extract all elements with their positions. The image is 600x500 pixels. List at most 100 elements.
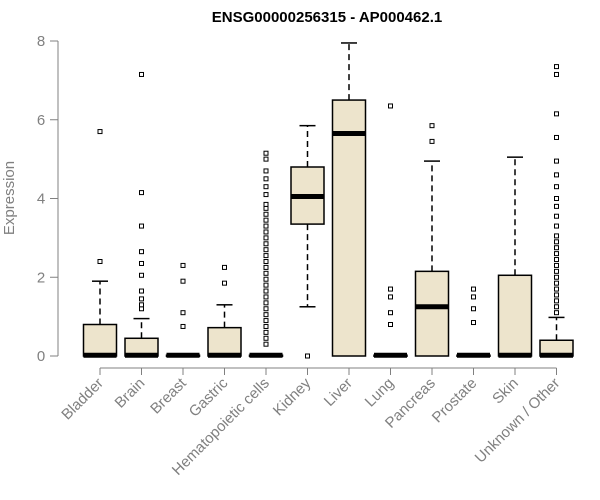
y-tick-label: 2	[37, 269, 45, 286]
outlier-point	[305, 353, 310, 359]
outlier-point	[554, 223, 559, 229]
y-tick-label: 8	[37, 33, 45, 50]
outlier-point	[554, 251, 559, 257]
outlier-point	[263, 306, 269, 312]
outlier-point	[554, 196, 559, 201]
y-axis-label: Expression	[1, 161, 18, 235]
box-breast	[165, 262, 201, 358]
outlier-point	[554, 158, 559, 164]
outlier-point	[263, 211, 269, 217]
outlier-point	[554, 213, 559, 219]
outlier-point	[263, 176, 269, 182]
outlier-point	[263, 294, 269, 300]
outlier-point	[554, 233, 559, 239]
outlier-point	[263, 241, 269, 247]
outlier-point	[263, 276, 269, 282]
outlier-point	[263, 184, 269, 190]
outlier-point	[388, 322, 393, 327]
outlier-point	[554, 274, 559, 280]
outlier-point	[554, 257, 559, 263]
outlier-point	[263, 300, 269, 306]
outlier-point	[222, 280, 227, 286]
outlier-point	[180, 278, 186, 284]
outlier-point	[554, 172, 559, 178]
outlier-point	[554, 298, 559, 304]
x-tick-label: Lung	[362, 375, 398, 411]
outlier-point	[263, 329, 269, 335]
box-lung	[373, 103, 408, 358]
outlier-point	[263, 192, 269, 198]
outlier-point	[554, 203, 559, 209]
outlier-point	[429, 138, 435, 144]
outlier-point	[263, 264, 269, 270]
outlier-point	[554, 64, 559, 70]
outlier-point	[554, 71, 559, 77]
outlier-point	[554, 280, 559, 286]
outlier-point	[263, 318, 269, 324]
iqr-box	[82, 323, 118, 357]
outlier-point	[263, 247, 269, 253]
outlier-point	[180, 310, 186, 316]
outlier-point	[263, 201, 269, 207]
outlier-point	[263, 156, 269, 162]
y-tick-label: 0	[37, 348, 45, 365]
box-skin	[497, 156, 533, 358]
x-tick-label: Breast	[147, 374, 190, 417]
outlier-point	[263, 335, 269, 341]
iqr-box	[414, 270, 450, 357]
outlier-point	[554, 184, 559, 190]
outlier-point	[263, 312, 269, 318]
outlier-point	[554, 111, 559, 117]
y-tick-label: 4	[37, 191, 45, 208]
outlier-point	[554, 286, 559, 292]
outlier-point	[139, 272, 144, 278]
x-tick-label: Bladder	[58, 375, 107, 424]
outlier-point	[263, 205, 269, 211]
outlier-point	[263, 288, 269, 294]
outlier-point	[471, 286, 476, 292]
outlier-point	[263, 282, 269, 288]
outlier-point	[263, 235, 269, 241]
outlier-point	[97, 129, 103, 135]
outlier-point	[388, 294, 393, 300]
outlier-point	[139, 71, 144, 77]
outlier-point	[388, 286, 393, 292]
outlier-point	[263, 229, 269, 235]
boxes	[82, 42, 574, 359]
outlier-point	[139, 190, 144, 196]
outlier-point	[139, 249, 144, 255]
outlier-point	[263, 341, 269, 347]
box-gastric	[207, 264, 242, 358]
y-tick-label: 6	[37, 112, 45, 129]
box-prostate	[456, 286, 491, 358]
outlier-point	[263, 168, 269, 174]
box-liver	[331, 42, 367, 357]
outlier-point	[554, 292, 559, 298]
axes: 0 2 4 6 8	[37, 33, 557, 375]
chart-title: ENSG00000256315 - AP000462.1	[212, 9, 442, 26]
outlier-point	[554, 134, 559, 140]
outlier-point	[388, 103, 393, 109]
x-tick-label: Kidney	[270, 374, 315, 419]
outlier-point	[97, 259, 103, 264]
outlier-point	[263, 150, 269, 156]
outlier-point	[263, 223, 269, 229]
outlier-point	[554, 245, 559, 251]
outlier-point	[263, 217, 269, 223]
outlier-point	[554, 310, 559, 316]
outlier-point	[139, 223, 144, 229]
box-pancreas	[414, 123, 450, 357]
x-tick-label: Liver	[321, 375, 356, 410]
outlier-point	[554, 262, 559, 268]
box-brain	[124, 71, 159, 358]
outlier-point	[471, 320, 476, 326]
outlier-point	[139, 296, 144, 302]
iqr-box	[497, 274, 533, 357]
outlier-point	[139, 260, 144, 266]
outlier-point	[471, 294, 476, 300]
outlier-point	[139, 302, 144, 308]
box-hematopoietic-cells	[248, 150, 284, 358]
box-unknown-other	[539, 64, 574, 358]
